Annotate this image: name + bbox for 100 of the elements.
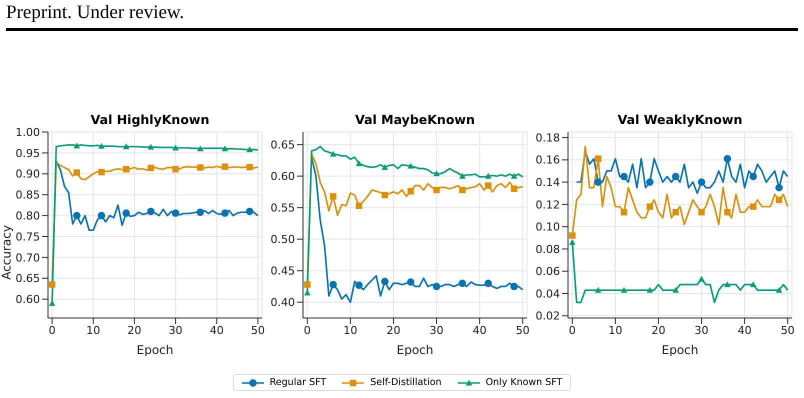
point bbox=[698, 276, 705, 282]
x-tick-label: 30 bbox=[430, 324, 444, 337]
y-axis-title: Accuracy bbox=[0, 225, 14, 280]
point bbox=[724, 155, 732, 162]
legend-label: Self-Distillation bbox=[370, 377, 442, 388]
point bbox=[672, 172, 680, 180]
point bbox=[407, 162, 414, 169]
point bbox=[406, 278, 414, 286]
point bbox=[74, 142, 80, 148]
point bbox=[246, 208, 254, 216]
y-tick-label: 0.16 bbox=[536, 154, 560, 167]
point bbox=[672, 286, 679, 293]
point bbox=[485, 182, 492, 189]
point bbox=[620, 208, 628, 216]
x-tick-label: 40 bbox=[210, 324, 224, 337]
point bbox=[356, 160, 362, 166]
y-tick-label: 0.60 bbox=[16, 293, 40, 306]
point bbox=[569, 239, 576, 245]
y-tick-label: 0.08 bbox=[536, 242, 560, 256]
x-tick-label: 0 bbox=[48, 324, 56, 337]
x-tick-label: 50 bbox=[780, 324, 795, 337]
point bbox=[355, 282, 363, 289]
point bbox=[172, 209, 180, 217]
point bbox=[698, 208, 705, 216]
point bbox=[98, 212, 106, 220]
point bbox=[569, 232, 576, 239]
y-tick-label: 0.02 bbox=[536, 310, 560, 323]
point bbox=[776, 286, 782, 293]
y-tick-label: 0.65 bbox=[16, 272, 40, 286]
y-tick-label: 0.40 bbox=[270, 296, 295, 310]
point bbox=[330, 150, 336, 157]
point bbox=[750, 203, 756, 210]
legend-label: Only Known SFT bbox=[486, 377, 562, 388]
y-tick-label: 0.75 bbox=[16, 230, 40, 244]
x-tick-label: 50 bbox=[250, 324, 265, 337]
point bbox=[459, 172, 466, 179]
y-tick-label: 0.65 bbox=[270, 138, 295, 152]
x-tick-label: 40 bbox=[738, 324, 752, 337]
y-tick-label: 0.80 bbox=[16, 210, 40, 222]
point bbox=[646, 203, 654, 210]
point bbox=[304, 290, 311, 296]
x-tick-label: 30 bbox=[694, 324, 709, 337]
chart-title: Val HighlyKnown bbox=[90, 112, 210, 127]
point bbox=[246, 164, 253, 170]
y-tick-label: 0.14 bbox=[536, 176, 560, 190]
point bbox=[222, 146, 228, 152]
y-tick-label: 0.10 bbox=[536, 220, 560, 234]
point bbox=[330, 193, 336, 200]
point bbox=[382, 164, 388, 170]
point bbox=[98, 168, 105, 176]
line-series bbox=[55, 160, 259, 232]
y-tick-label: 0.12 bbox=[536, 198, 560, 212]
point bbox=[48, 281, 56, 288]
point bbox=[750, 172, 757, 180]
point bbox=[122, 143, 130, 150]
x-tick-label: 0 bbox=[304, 324, 311, 337]
point bbox=[147, 208, 155, 216]
point bbox=[775, 184, 783, 192]
text: Preprint. Under review. bbox=[6, 2, 184, 24]
point bbox=[197, 164, 204, 171]
y-tick-label: 0.06 bbox=[536, 265, 560, 278]
point bbox=[196, 208, 204, 216]
y-tick-label: 0.18 bbox=[536, 131, 560, 144]
point bbox=[510, 172, 518, 179]
point bbox=[148, 164, 154, 172]
point bbox=[98, 143, 105, 149]
point bbox=[172, 166, 179, 172]
point bbox=[48, 300, 56, 306]
point bbox=[510, 282, 518, 290]
point bbox=[197, 146, 204, 152]
point bbox=[672, 208, 679, 216]
y-tick-label: 1.00 bbox=[16, 126, 40, 139]
point bbox=[646, 286, 654, 293]
point bbox=[459, 186, 466, 194]
point bbox=[304, 281, 311, 288]
point bbox=[74, 169, 80, 176]
point bbox=[620, 286, 628, 293]
point bbox=[484, 280, 492, 288]
point bbox=[620, 172, 628, 180]
point bbox=[222, 163, 228, 170]
point bbox=[776, 196, 782, 204]
point bbox=[381, 278, 389, 286]
point bbox=[148, 144, 154, 150]
point bbox=[433, 170, 440, 176]
legend-label: Regular SFT bbox=[270, 377, 326, 388]
point bbox=[122, 209, 130, 217]
y-tick-label: 0.85 bbox=[16, 188, 40, 202]
y-tick-label: 0.45 bbox=[270, 264, 295, 278]
y-tick-label: 0.95 bbox=[16, 146, 40, 160]
y-tick-label: 0.55 bbox=[270, 202, 295, 215]
x-tick-label: 20 bbox=[127, 324, 142, 337]
point bbox=[356, 202, 362, 209]
chart-title: Val MaybeKnown bbox=[354, 112, 476, 127]
point bbox=[246, 146, 253, 152]
chart-title: Val WeaklyKnown bbox=[616, 112, 744, 127]
x-tick-label: 20 bbox=[651, 324, 666, 337]
point bbox=[432, 282, 440, 290]
point bbox=[122, 166, 130, 172]
line-series bbox=[576, 150, 788, 194]
point bbox=[382, 192, 388, 198]
